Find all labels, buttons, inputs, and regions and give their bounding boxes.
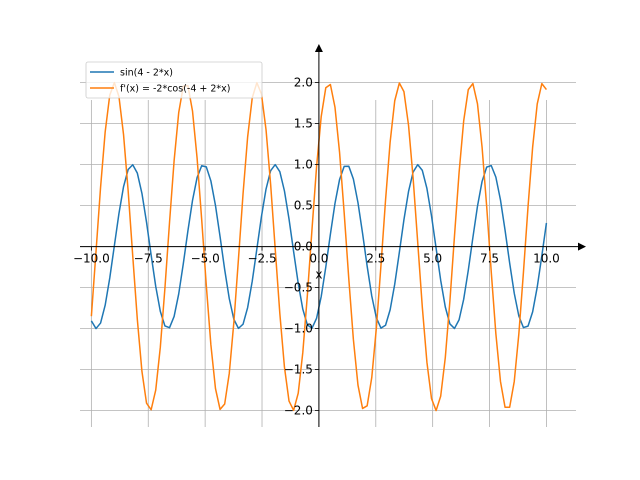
x-tick-label: 10.0 <box>533 252 560 266</box>
x-tick-label: −2.5 <box>247 252 276 266</box>
x-tick-label: 7.5 <box>480 252 499 266</box>
y-tick-label: 1.0 <box>294 158 313 172</box>
y-tick-label: −1.0 <box>284 322 313 336</box>
x-tick-label: −5.0 <box>191 252 220 266</box>
legend: sin(4 - 2*x) f'(x) = -2*cos(-4 + 2*x) <box>85 61 263 99</box>
x-tick-label: −7.5 <box>134 252 163 266</box>
x-axis-label: x <box>315 268 322 282</box>
axes <box>80 44 586 427</box>
legend-box <box>85 61 263 99</box>
legend-entry-derivative: f'(x) = -2*cos(-4 + 2*x) <box>120 84 231 95</box>
legend-entry-sin: sin(4 - 2*x) <box>120 68 173 79</box>
y-tick-label: 1.5 <box>294 117 313 131</box>
y-tick-label: −2.0 <box>284 404 313 418</box>
y-tick-label: 0.0 <box>294 240 313 254</box>
x-tick-label: −10.0 <box>73 252 110 266</box>
y-tick-label: −0.5 <box>284 281 313 295</box>
y-axis-arrow-icon <box>314 44 323 52</box>
x-tick-label: 2.5 <box>366 252 385 266</box>
y-tick-label: −1.5 <box>284 363 313 377</box>
y-tick-label: 2.0 <box>294 76 313 90</box>
y-tick-label: 0.5 <box>294 199 313 213</box>
x-tick-label: 0.0 <box>309 252 328 266</box>
x-axis-arrow-icon <box>578 242 586 251</box>
ticks: −10.0 −7.5 −5.0 −2.5 0.0 2.5 5.0 7.5 10.0 −2.0 −1.… <box>73 76 560 418</box>
x-tick-label: 5.0 <box>423 252 442 266</box>
